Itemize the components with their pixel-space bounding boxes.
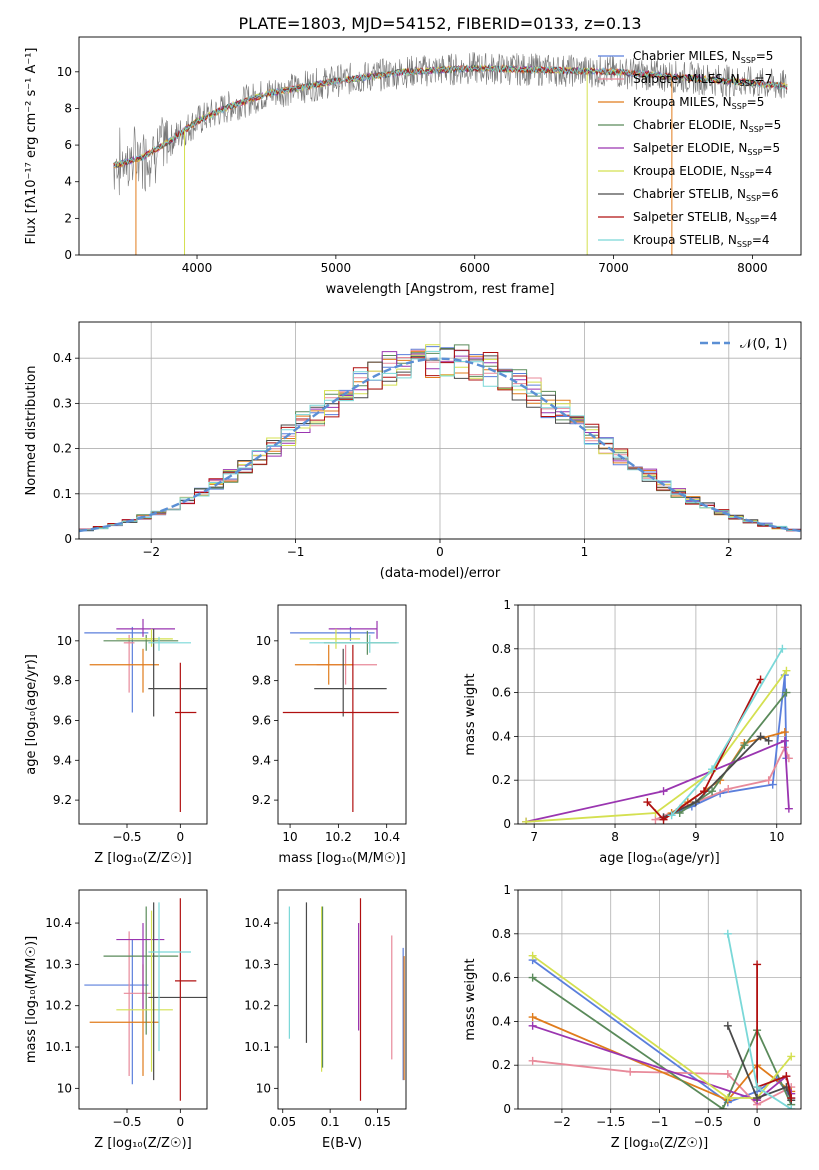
x-axis-label: wavelength [Angstrom, rest frame] (326, 282, 555, 297)
y-tick-label: 0 (503, 1102, 511, 1116)
y-tick-label: 0.2 (492, 1058, 511, 1072)
y-axis-label: mass weight (463, 673, 478, 755)
x-tick-label: 7000 (598, 261, 629, 275)
x-tick-label: −0.5 (694, 1115, 723, 1129)
y-tick-label: 9.2 (252, 793, 271, 807)
y-tick-label: 0 (503, 817, 511, 831)
y-axis-label: Normed distribution (24, 366, 39, 496)
y-tick-label: 0 (64, 248, 72, 262)
figure-title: PLATE=1803, MJD=54152, FIBERID=0133, z=0… (238, 14, 641, 33)
y-tick-label: 10.2 (45, 999, 72, 1013)
y-tick-label: 10 (256, 1081, 271, 1095)
y-tick-label: 4 (64, 175, 72, 189)
y-tick-label: 10 (57, 634, 72, 648)
y-tick-label: 10 (57, 1081, 72, 1095)
y-tick-label: 0.6 (492, 686, 511, 700)
y-tick-label: 9.8 (252, 674, 271, 688)
x-axis-label: age [log₁₀(age/yr)] (599, 851, 720, 866)
y-tick-label: 10.3 (244, 957, 271, 971)
y-axis-label: mass weight (463, 958, 478, 1040)
x-tick-label: −2 (553, 1115, 571, 1129)
y-tick-label: 10.2 (244, 999, 271, 1013)
y-tick-label: 2 (64, 211, 72, 225)
x-tick-label: 0.15 (364, 1115, 391, 1129)
y-tick-label: 0.6 (492, 971, 511, 985)
x-tick-label: 5000 (321, 261, 352, 275)
y-tick-label: 9.6 (53, 713, 72, 727)
x-tick-label: 1 (581, 545, 589, 559)
y-tick-label: 9.8 (53, 674, 72, 688)
y-tick-label: 0 (64, 532, 72, 546)
x-tick-label: 0 (177, 830, 185, 844)
x-axis-label: mass [log₁₀(M/M☉)] (278, 851, 405, 866)
x-tick-label: 4000 (182, 261, 213, 275)
y-tick-label: 8 (64, 101, 72, 115)
x-tick-label: 0.05 (269, 1115, 296, 1129)
y-tick-label: 10.3 (45, 957, 72, 971)
y-tick-label: 9.2 (53, 793, 72, 807)
x-tick-label: 8 (611, 830, 619, 844)
figure-canvas: PLATE=1803, MJD=54152, FIBERID=0133, z=0… (0, 0, 819, 1170)
x-tick-label: 0 (177, 1115, 185, 1129)
y-tick-label: 0.2 (53, 442, 72, 456)
x-tick-label: 6000 (459, 261, 490, 275)
x-tick-label: 8000 (737, 261, 768, 275)
x-axis-label: Z [log₁₀(Z/Z☉)] (94, 1136, 191, 1151)
y-tick-label: 0.4 (492, 729, 511, 743)
x-tick-label: 7 (530, 830, 538, 844)
y-tick-label: 6 (64, 138, 72, 152)
y-tick-label: 10.4 (45, 916, 72, 930)
x-tick-label: 10 (769, 830, 784, 844)
y-tick-label: 0.8 (492, 642, 511, 656)
x-tick-label: 0.1 (321, 1115, 340, 1129)
x-tick-label: −2 (142, 545, 160, 559)
y-tick-label: 10 (256, 634, 271, 648)
y-tick-label: 10 (57, 65, 72, 79)
x-axis-label: Z [log₁₀(Z/Z☉)] (94, 851, 191, 866)
x-axis-label: (data-model)/error (380, 566, 501, 581)
y-tick-label: 0.3 (53, 396, 72, 410)
x-axis-label: E(B-V) (322, 1136, 362, 1151)
y-tick-label: 1 (503, 883, 511, 897)
x-tick-label: −0.5 (112, 1115, 141, 1129)
x-tick-label: −1.5 (596, 1115, 625, 1129)
y-tick-label: 9.4 (53, 753, 72, 767)
y-tick-label: 9.4 (252, 753, 271, 767)
y-tick-label: 0.8 (492, 927, 511, 941)
normal-legend-label: 𝒩(0, 1) (740, 337, 787, 352)
x-tick-label: −0.5 (112, 830, 141, 844)
y-tick-label: 10.1 (45, 1040, 72, 1054)
x-tick-label: 0 (753, 1115, 761, 1129)
y-tick-label: 9.6 (252, 713, 271, 727)
y-tick-label: 10.1 (244, 1040, 271, 1054)
y-tick-label: 0.2 (492, 773, 511, 787)
y-axis-label: mass [log₁₀(M/M☉)] (24, 936, 39, 1063)
y-axis-label: Flux [fλ10⁻¹⁷ erg cm⁻² s⁻¹ A⁻¹] (24, 48, 39, 245)
x-tick-label: −1 (287, 545, 305, 559)
x-tick-label: 10 (282, 830, 297, 844)
x-tick-label: −1 (651, 1115, 669, 1129)
x-axis-label: Z [log₁₀(Z/Z☉)] (611, 1136, 708, 1151)
y-axis-label: age [log₁₀(age/yr)] (24, 654, 39, 775)
x-tick-label: 10.2 (325, 830, 352, 844)
y-tick-label: 0.4 (492, 1014, 511, 1028)
x-tick-label: 2 (725, 545, 733, 559)
y-tick-label: 1 (503, 598, 511, 612)
x-tick-label: 10.4 (373, 830, 400, 844)
y-tick-label: 0.4 (53, 351, 72, 365)
y-tick-label: 0.1 (53, 487, 72, 501)
y-tick-label: 10.4 (244, 916, 271, 930)
x-tick-label: 0 (436, 545, 444, 559)
x-tick-label: 9 (692, 830, 700, 844)
